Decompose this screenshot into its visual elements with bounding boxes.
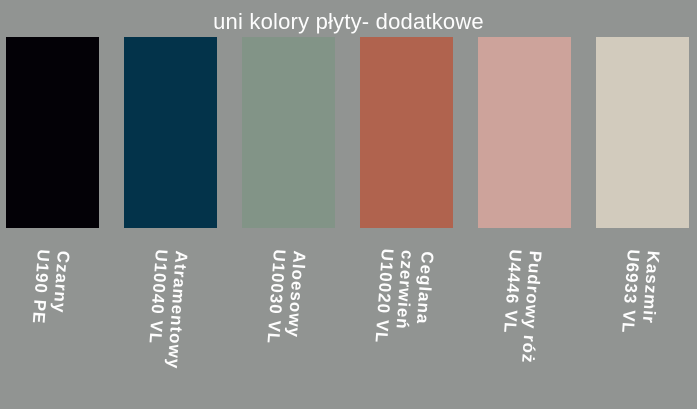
swatch-label: Ceglana czerwień U10020 VL [370,247,437,345]
swatch-column: Atramentowy U10040 VL [124,37,217,370]
color-swatch-3 [242,37,335,228]
swatch-label: Pudrowy róż U4446 VL [499,248,545,365]
swatch-grid: Czarny U190 PE Atramentowy U10040 VL Alo… [0,37,697,370]
color-swatch-5 [478,37,571,228]
swatch-label: Czarny U190 PE [28,248,73,325]
color-swatch-2 [124,37,217,228]
swatch-column: Kaszmir U6933 VL [596,37,689,369]
color-swatch-4 [360,37,453,228]
swatch-column: Czarny U190 PE [6,37,99,369]
swatch-label: Kaszmir U6933 VL [617,248,663,335]
color-swatch-6 [596,37,689,228]
swatch-label: Atramentowy U10040 VL [144,248,191,370]
swatch-column: Aloesowy U10030 VL [242,37,335,369]
swatch-label: Aloesowy U10030 VL [262,248,309,345]
swatch-column: Pudrowy róż U4446 VL [478,37,571,369]
page-title: uni kolory płyty- dodatkowe [213,9,484,34]
swatch-column: Ceglana czerwień U10020 VL [360,37,453,369]
color-swatch-1 [6,37,99,228]
